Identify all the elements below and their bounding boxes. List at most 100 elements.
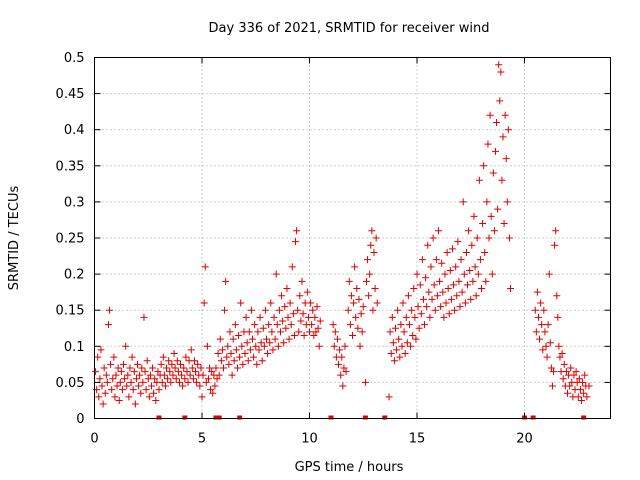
data-point	[534, 313, 542, 321]
data-point	[583, 393, 591, 401]
zero-value-marker	[382, 415, 388, 420]
data-point	[577, 396, 585, 404]
data-point	[531, 306, 539, 314]
data-point	[245, 328, 253, 336]
data-point	[338, 353, 346, 361]
data-point	[453, 292, 461, 300]
data-point	[143, 357, 151, 365]
data-point	[196, 382, 204, 390]
data-point	[572, 368, 580, 376]
data-point	[280, 339, 288, 347]
data-point	[369, 306, 377, 314]
data-point	[175, 378, 183, 386]
data-point	[337, 371, 345, 379]
data-point	[247, 306, 255, 314]
data-point	[417, 310, 425, 318]
data-point	[222, 277, 230, 285]
data-point	[538, 321, 546, 329]
data-point	[213, 375, 221, 383]
data-point	[265, 321, 273, 329]
data-point	[200, 299, 208, 307]
data-point	[211, 382, 219, 390]
data-point	[179, 382, 187, 390]
data-point	[201, 263, 209, 271]
data-point	[208, 368, 216, 376]
data-point	[100, 364, 108, 372]
data-point	[136, 371, 144, 379]
data-point	[493, 118, 501, 126]
data-point	[260, 342, 268, 350]
data-point	[439, 288, 447, 296]
data-point	[287, 321, 295, 329]
data-point	[202, 378, 210, 386]
data-point	[215, 371, 223, 379]
data-point	[390, 357, 398, 365]
data-point	[98, 382, 106, 390]
data-point	[288, 263, 296, 271]
data-point	[299, 310, 307, 318]
zero-value-marker	[182, 415, 188, 420]
data-point	[174, 368, 182, 376]
data-point	[257, 339, 265, 347]
data-point	[192, 368, 200, 376]
data-point	[450, 281, 458, 289]
data-point	[251, 321, 259, 329]
data-point	[452, 263, 460, 271]
zero-value-marker	[581, 415, 587, 420]
data-point	[310, 331, 318, 339]
data-point	[419, 295, 427, 303]
data-point	[286, 299, 294, 307]
data-point	[149, 364, 157, 372]
data-point	[441, 270, 449, 278]
y-axis-label: SRMTID / TECUs	[7, 186, 22, 291]
data-point	[499, 133, 507, 141]
x-tick-label: 10	[301, 432, 318, 447]
data-point	[447, 295, 455, 303]
data-point	[454, 238, 462, 246]
data-point	[552, 227, 560, 235]
data-point	[438, 259, 446, 267]
zero-value-marker	[530, 415, 536, 420]
data-point	[134, 360, 141, 368]
data-point	[491, 147, 499, 155]
data-point	[359, 303, 367, 311]
chart-title: Day 336 of 2021, SRMTID for receiver win…	[209, 21, 490, 36]
data-point	[207, 386, 215, 394]
data-point	[306, 328, 313, 336]
data-point	[135, 382, 143, 390]
data-point	[189, 375, 197, 383]
data-point	[543, 353, 551, 361]
data-point	[193, 378, 201, 386]
data-point	[579, 378, 587, 386]
data-point	[182, 353, 190, 361]
data-point	[507, 285, 515, 293]
y-tick-label: 0.35	[56, 159, 85, 174]
data-point	[566, 382, 574, 390]
data-point	[393, 346, 401, 354]
data-point	[223, 353, 231, 361]
data-point	[423, 303, 431, 311]
data-point	[173, 357, 181, 365]
data-point	[502, 155, 510, 163]
data-point	[157, 360, 165, 368]
data-point	[494, 205, 502, 213]
data-point	[254, 328, 262, 336]
data-point	[121, 375, 129, 383]
data-point	[164, 375, 172, 383]
data-point	[564, 389, 571, 397]
data-point	[426, 313, 434, 321]
data-point	[167, 378, 175, 386]
data-point	[541, 328, 549, 336]
data-point	[177, 360, 184, 368]
data-point	[403, 339, 411, 347]
data-point	[444, 285, 452, 293]
data-point	[498, 176, 506, 184]
data-point	[181, 375, 189, 383]
data-point	[130, 368, 138, 376]
data-point	[330, 342, 338, 350]
data-point	[129, 386, 137, 394]
data-point	[398, 342, 406, 350]
data-point	[131, 400, 139, 408]
data-point	[242, 313, 250, 321]
